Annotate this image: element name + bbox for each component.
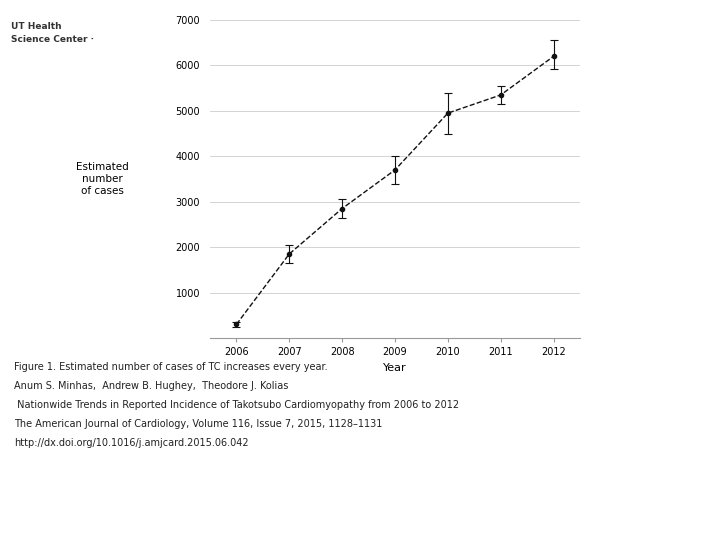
Y-axis label: Estimated
number
of cases: Estimated number of cases	[76, 163, 129, 195]
Text: The American Journal of Cardiology, Volume 116, Issue 7, 2015, 1128–1131: The American Journal of Cardiology, Volu…	[14, 419, 383, 429]
Text: Figure 1. Estimated number of cases of TC increases every year.: Figure 1. Estimated number of cases of T…	[14, 362, 328, 372]
Text: http://dx.doi.org/10.1016/j.amjcard.2015.06.042: http://dx.doi.org/10.1016/j.amjcard.2015…	[14, 438, 249, 448]
Text: UT Health
Science Center ·: UT Health Science Center ·	[11, 22, 94, 44]
X-axis label: Year: Year	[383, 362, 407, 373]
Text: Nationwide Trends in Reported Incidence of Takotsubo Cardiomyopathy from 2006 to: Nationwide Trends in Reported Incidence …	[14, 400, 459, 410]
Text: Anum S. Minhas,  Andrew B. Hughey,  Theodore J. Kolias: Anum S. Minhas, Andrew B. Hughey, Theodo…	[14, 381, 289, 391]
